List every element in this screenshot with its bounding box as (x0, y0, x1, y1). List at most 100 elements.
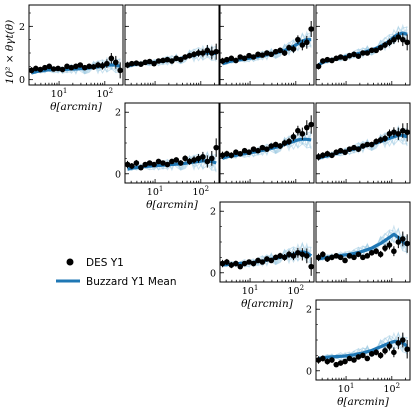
data-point (404, 129, 410, 136)
data-point (320, 251, 326, 258)
data-point (42, 64, 48, 71)
x-tick-label: 102 (193, 185, 210, 198)
x-axis-label: θ[arcmin] (50, 101, 103, 113)
data-point (404, 346, 410, 353)
data-point (268, 143, 275, 149)
data-point (129, 163, 135, 169)
data-point (400, 127, 406, 134)
data-point (355, 146, 362, 152)
data-point (386, 39, 393, 46)
panel-frame (219, 4, 315, 86)
y-tick-label: 0 (306, 366, 312, 377)
data-point (233, 149, 239, 156)
data-point (377, 44, 384, 51)
data-point (233, 57, 239, 64)
data-point (146, 58, 153, 65)
panel-frame (124, 4, 220, 86)
data-point (346, 146, 353, 152)
data-point (324, 358, 331, 365)
data-point (272, 254, 279, 261)
data-point (386, 242, 393, 248)
data-point (351, 51, 357, 58)
data-point (281, 254, 288, 261)
data-point (241, 147, 248, 154)
data-point (324, 256, 331, 262)
data-point (368, 249, 375, 256)
data-point (337, 360, 344, 366)
data-point (360, 254, 366, 261)
data-point (177, 160, 184, 166)
data-point (395, 130, 402, 137)
data-point (37, 66, 44, 73)
data-point (264, 50, 270, 56)
data-point (33, 65, 39, 72)
data-point (164, 56, 171, 63)
data-point (351, 357, 357, 363)
data-point (195, 50, 202, 56)
data-point (160, 57, 166, 64)
data-point (169, 158, 175, 165)
data-point (364, 50, 371, 56)
data-point (342, 257, 348, 264)
y-axis-label: 10² × θγt(θ) (4, 20, 16, 84)
data-point (329, 357, 335, 363)
data-point (373, 248, 379, 255)
data-point (333, 149, 340, 156)
data-point (316, 357, 322, 363)
data-point (286, 138, 292, 145)
data-point (142, 59, 149, 66)
panel-plot-area (316, 123, 410, 161)
data-point (377, 251, 384, 258)
data-point (320, 58, 326, 64)
data-point (277, 253, 283, 259)
y-tick-label: 0 (210, 268, 216, 279)
data-point (382, 42, 388, 48)
data-point (373, 349, 379, 356)
x-tick-label: 101 (338, 382, 355, 395)
data-point (373, 47, 379, 54)
data-point (382, 347, 388, 354)
data-point (286, 251, 292, 258)
y-tick-label: 2 (19, 22, 25, 33)
data-point (391, 349, 397, 356)
data-point (304, 124, 310, 131)
data-point (200, 50, 206, 56)
data-point (64, 63, 70, 70)
data-point (316, 254, 322, 261)
data-point (68, 64, 75, 71)
data-point (324, 56, 331, 63)
data-point (50, 66, 57, 72)
panel-frame (315, 4, 411, 86)
data-point (382, 135, 388, 142)
data-point (138, 61, 144, 67)
panel-plot-area (220, 241, 314, 276)
x-tick-label: 101 (51, 87, 68, 100)
data-point (400, 236, 406, 242)
data-point (304, 39, 310, 46)
legend: DES Y1 Buzzard Y1 Mean (56, 257, 177, 288)
data-point (259, 144, 266, 151)
data-point (255, 257, 261, 264)
data-point (299, 251, 306, 258)
data-point (237, 150, 244, 157)
data-point (204, 47, 211, 54)
data-point (255, 51, 261, 58)
panel-plot-area (125, 43, 219, 69)
data-point (142, 161, 149, 168)
panel-plot-area (316, 331, 410, 368)
data-point (364, 355, 371, 362)
data-point (308, 263, 314, 270)
data-point (368, 351, 375, 357)
legend-mean-label: Buzzard Y1 Mean (86, 276, 177, 288)
data-point (213, 48, 219, 55)
data-point (117, 67, 123, 74)
data-point (373, 138, 379, 145)
data-point (308, 121, 314, 128)
data-point (342, 55, 348, 62)
data-point (277, 47, 283, 54)
data-point (329, 57, 335, 64)
data-point (237, 54, 244, 60)
